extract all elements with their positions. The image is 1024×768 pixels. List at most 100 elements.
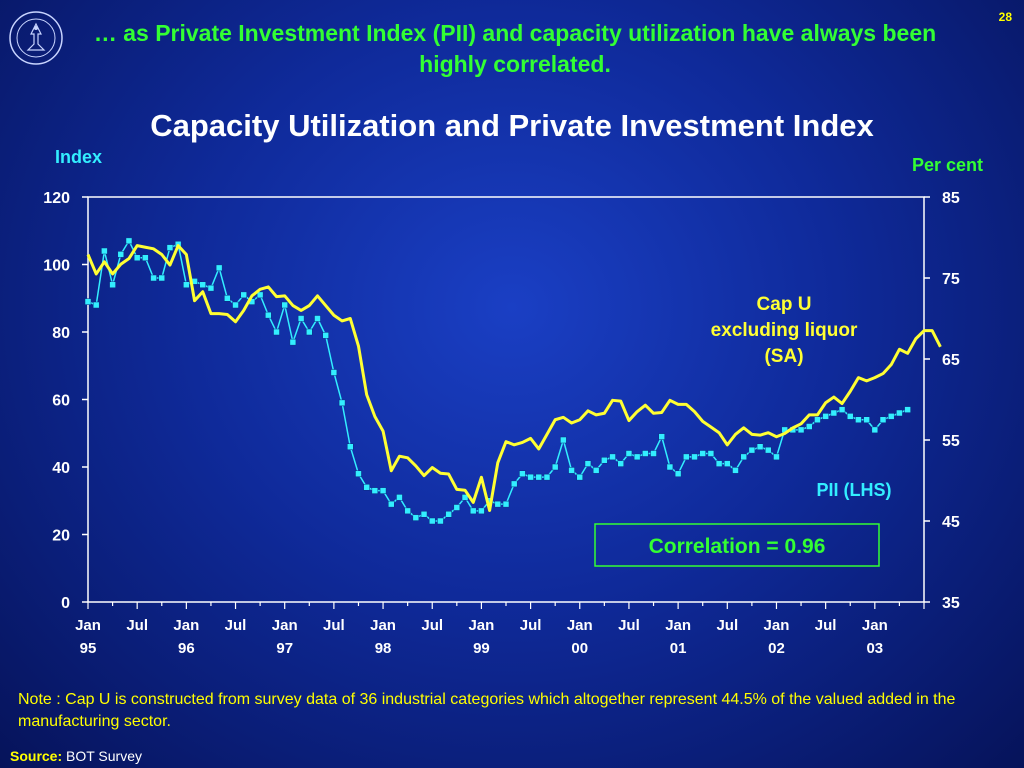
left-axis-tick-label: 80 [52, 325, 70, 342]
x-axis-tick-label-year: 95 [80, 640, 97, 657]
x-axis-tick-label-year: 02 [768, 640, 785, 657]
pii-data-point [478, 507, 485, 515]
pii-data-point [765, 446, 772, 454]
pii-data-point [625, 450, 633, 457]
correlation-box [594, 523, 880, 567]
left-axis-tick-label: 0 [61, 595, 70, 612]
left-axis-tick-label: 100 [43, 258, 70, 275]
pii-data-point [109, 281, 116, 288]
pii-data-point [338, 399, 346, 407]
pii-data-point [469, 507, 477, 515]
pii-data-point [388, 500, 395, 508]
pii-data-point [461, 494, 469, 501]
pii-data-point [330, 369, 338, 376]
left-axis-tick-label: 120 [43, 190, 70, 207]
pii-data-point [183, 281, 190, 288]
left-axis-tick-label: 20 [52, 528, 70, 545]
pii-data-point [158, 274, 166, 282]
pii-data-point [806, 423, 813, 430]
x-axis-tick-label: Jan [468, 617, 494, 634]
pii-data-point [879, 416, 887, 423]
pii-data-point [543, 473, 551, 481]
pii-data-point [724, 460, 731, 467]
pii-data-point [674, 470, 682, 477]
pii-data-point [117, 251, 125, 258]
pii-data-point [199, 281, 206, 288]
right-axis-tick-label: 35 [942, 595, 960, 612]
pii-data-point [642, 450, 649, 457]
capacity-utilization-series-label: excluding liquor [711, 320, 858, 341]
pii-data-point [551, 463, 559, 471]
x-axis-tick-label: Jul [815, 617, 837, 634]
chart: Index Per cent 0204060801001203545556575… [43, 147, 983, 657]
x-axis-tick-label-year: 96 [178, 640, 195, 657]
pii-data-point [84, 298, 92, 305]
x-axis-tick-label: Jan [173, 617, 199, 634]
correlation-annotation: Correlation = 0.96 [649, 535, 826, 558]
x-axis-tick-label: Jul [421, 617, 443, 634]
x-axis-tick-label: Jul [618, 617, 640, 634]
pii-data-point [133, 254, 141, 261]
pii-data-point [855, 416, 862, 423]
pii-data-point [371, 487, 379, 494]
x-axis-tick-label: Jan [75, 617, 101, 634]
pii-data-point [306, 328, 313, 336]
x-axis-tick-label: Jan [567, 617, 593, 634]
pii-data-point [576, 473, 584, 481]
x-axis-tick-label: Jul [225, 617, 247, 634]
pii-data-point [207, 284, 215, 292]
series-line-pii [87, 239, 908, 522]
capacity-utilization-series-label: Cap U [757, 294, 812, 315]
right-axis-tick-label: 55 [942, 433, 960, 450]
pii-data-point [265, 311, 272, 319]
pii-data-point [560, 436, 567, 444]
pii-data-point [617, 460, 624, 467]
pii-data-point [281, 301, 288, 309]
pii-data-point [379, 487, 387, 494]
pii-data-point [502, 500, 510, 508]
pii-data-point [297, 315, 305, 322]
x-axis-tick-label-year: 01 [670, 640, 687, 657]
x-axis-tick-label-year: 98 [375, 640, 392, 657]
pii-data-point [363, 484, 370, 491]
pii-data-point [142, 254, 149, 261]
left-axis-tick-label: 40 [52, 460, 70, 477]
pii-data-point [904, 406, 911, 413]
right-axis-tick-label: 75 [942, 271, 960, 288]
pii-data-point [224, 295, 231, 302]
pii-data-point [519, 470, 526, 477]
x-axis-tick-label-year: 99 [473, 640, 490, 657]
x-axis-tick-label-year: 00 [571, 640, 588, 657]
pii-data-point [871, 426, 879, 434]
pii-data-point [887, 413, 895, 420]
pii-data-point [347, 443, 354, 450]
pii-data-point [322, 332, 329, 339]
pii-data-point [797, 426, 805, 434]
x-axis-tick-label: Jan [272, 617, 298, 634]
x-axis-tick-label-year: 97 [276, 640, 293, 657]
pii-data-point [535, 473, 543, 481]
x-axis-tick-label: Jul [716, 617, 738, 634]
pii-data-point [732, 467, 739, 474]
x-axis-tick-label: Jul [126, 617, 148, 634]
pii-data-point [412, 514, 420, 521]
x-axis-tick-label: Jan [862, 617, 888, 634]
pii-data-point [699, 450, 706, 457]
pii-data-point [166, 244, 174, 251]
pii-data-point [584, 460, 592, 467]
pii-data-point [256, 291, 264, 299]
chart-title: Capacity Utilization and Private Investm… [150, 108, 874, 143]
pii-data-point [273, 328, 280, 336]
pii-data-point [633, 453, 641, 461]
pii-data-point [314, 315, 321, 322]
pii-data-point [428, 517, 436, 525]
pii-data-point [453, 504, 461, 511]
pii-data-point [707, 450, 715, 457]
pii-data-point [814, 416, 821, 423]
x-axis-tick-label: Jul [323, 617, 345, 634]
slide-number: 28 [998, 10, 1012, 24]
right-axis-tick-label: 85 [942, 190, 960, 207]
pii-data-point [592, 467, 600, 474]
pii-data-point [822, 413, 829, 420]
series-line-capacity-utilization [86, 244, 942, 512]
